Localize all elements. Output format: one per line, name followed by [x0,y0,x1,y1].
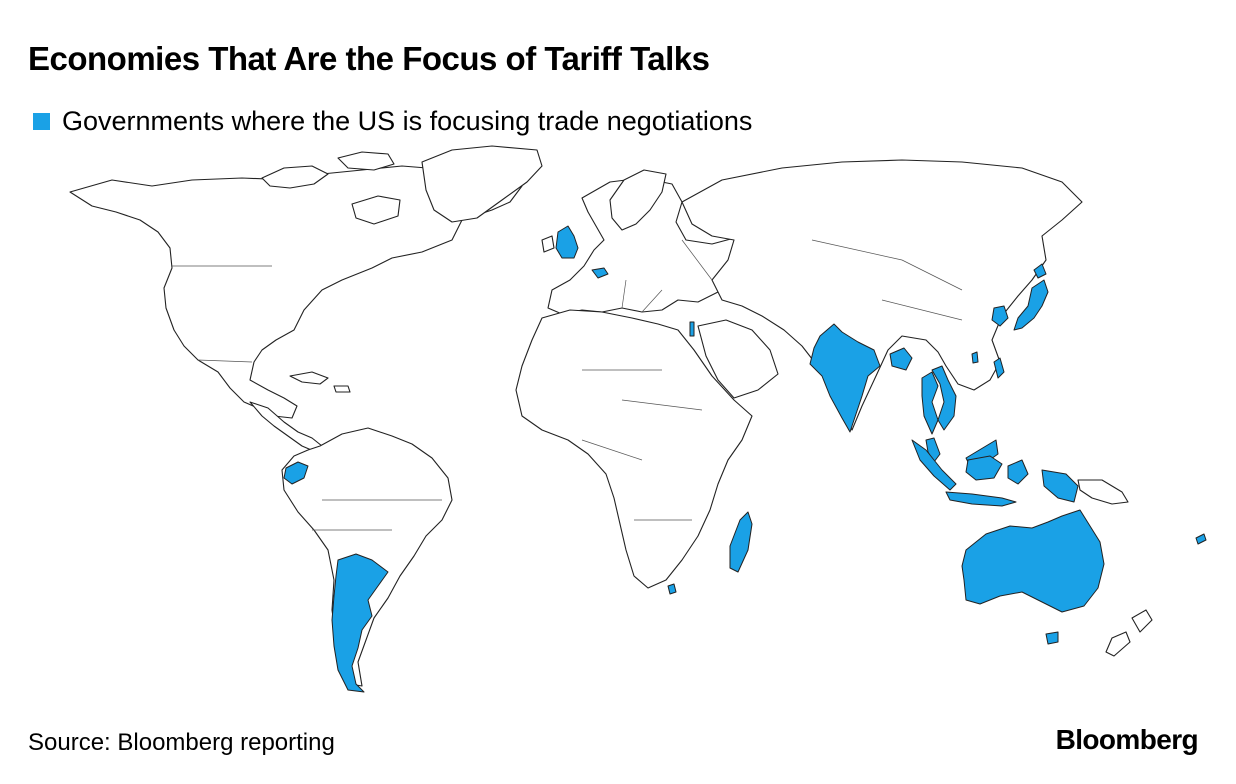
arabia [697,319,779,399]
region-madagascar [729,511,753,573]
legend-label: Governments where the US is focusing tra… [62,106,753,136]
africa [515,309,753,589]
south-america [281,427,453,687]
greenland [421,145,543,223]
region-india [809,323,881,433]
ireland [541,235,555,253]
region-united-kingdom [555,225,579,259]
new-zealand [1105,609,1153,657]
region-lesotho [667,583,677,595]
region-australia [961,509,1105,613]
north-america [69,165,523,419]
region-philippines [993,357,1005,379]
region-fiji [1195,533,1207,545]
legend-swatch [33,113,50,130]
region-argentina [331,553,389,693]
new-guinea [1077,479,1129,505]
region-indonesia [911,439,1079,507]
region-ecuador [283,461,309,485]
legend: Governments where the US is focusing tra… [33,106,752,137]
region-tasmania [1045,631,1059,645]
scandinavia [609,169,667,231]
region-japan [1013,263,1049,331]
country-borders [172,239,963,531]
asia [681,159,1083,431]
region-vietnam [931,365,957,431]
world-map-svg [69,145,1207,693]
source-note: Source: Bloomberg reporting [28,729,335,756]
bloomberg-logo: Bloomberg [1055,724,1199,755]
chart-title: Economies That Are the Focus of Tariff T… [28,40,710,77]
region-south-korea [991,305,1009,327]
caribbean [289,371,351,393]
world-map [22,140,1216,700]
region-israel [689,321,695,337]
region-switzerland [591,267,609,279]
region-taiwan [971,351,979,364]
arctic-islands [261,151,401,225]
region-bangladesh [889,347,913,371]
region-thailand [921,371,939,435]
europe [547,177,753,315]
